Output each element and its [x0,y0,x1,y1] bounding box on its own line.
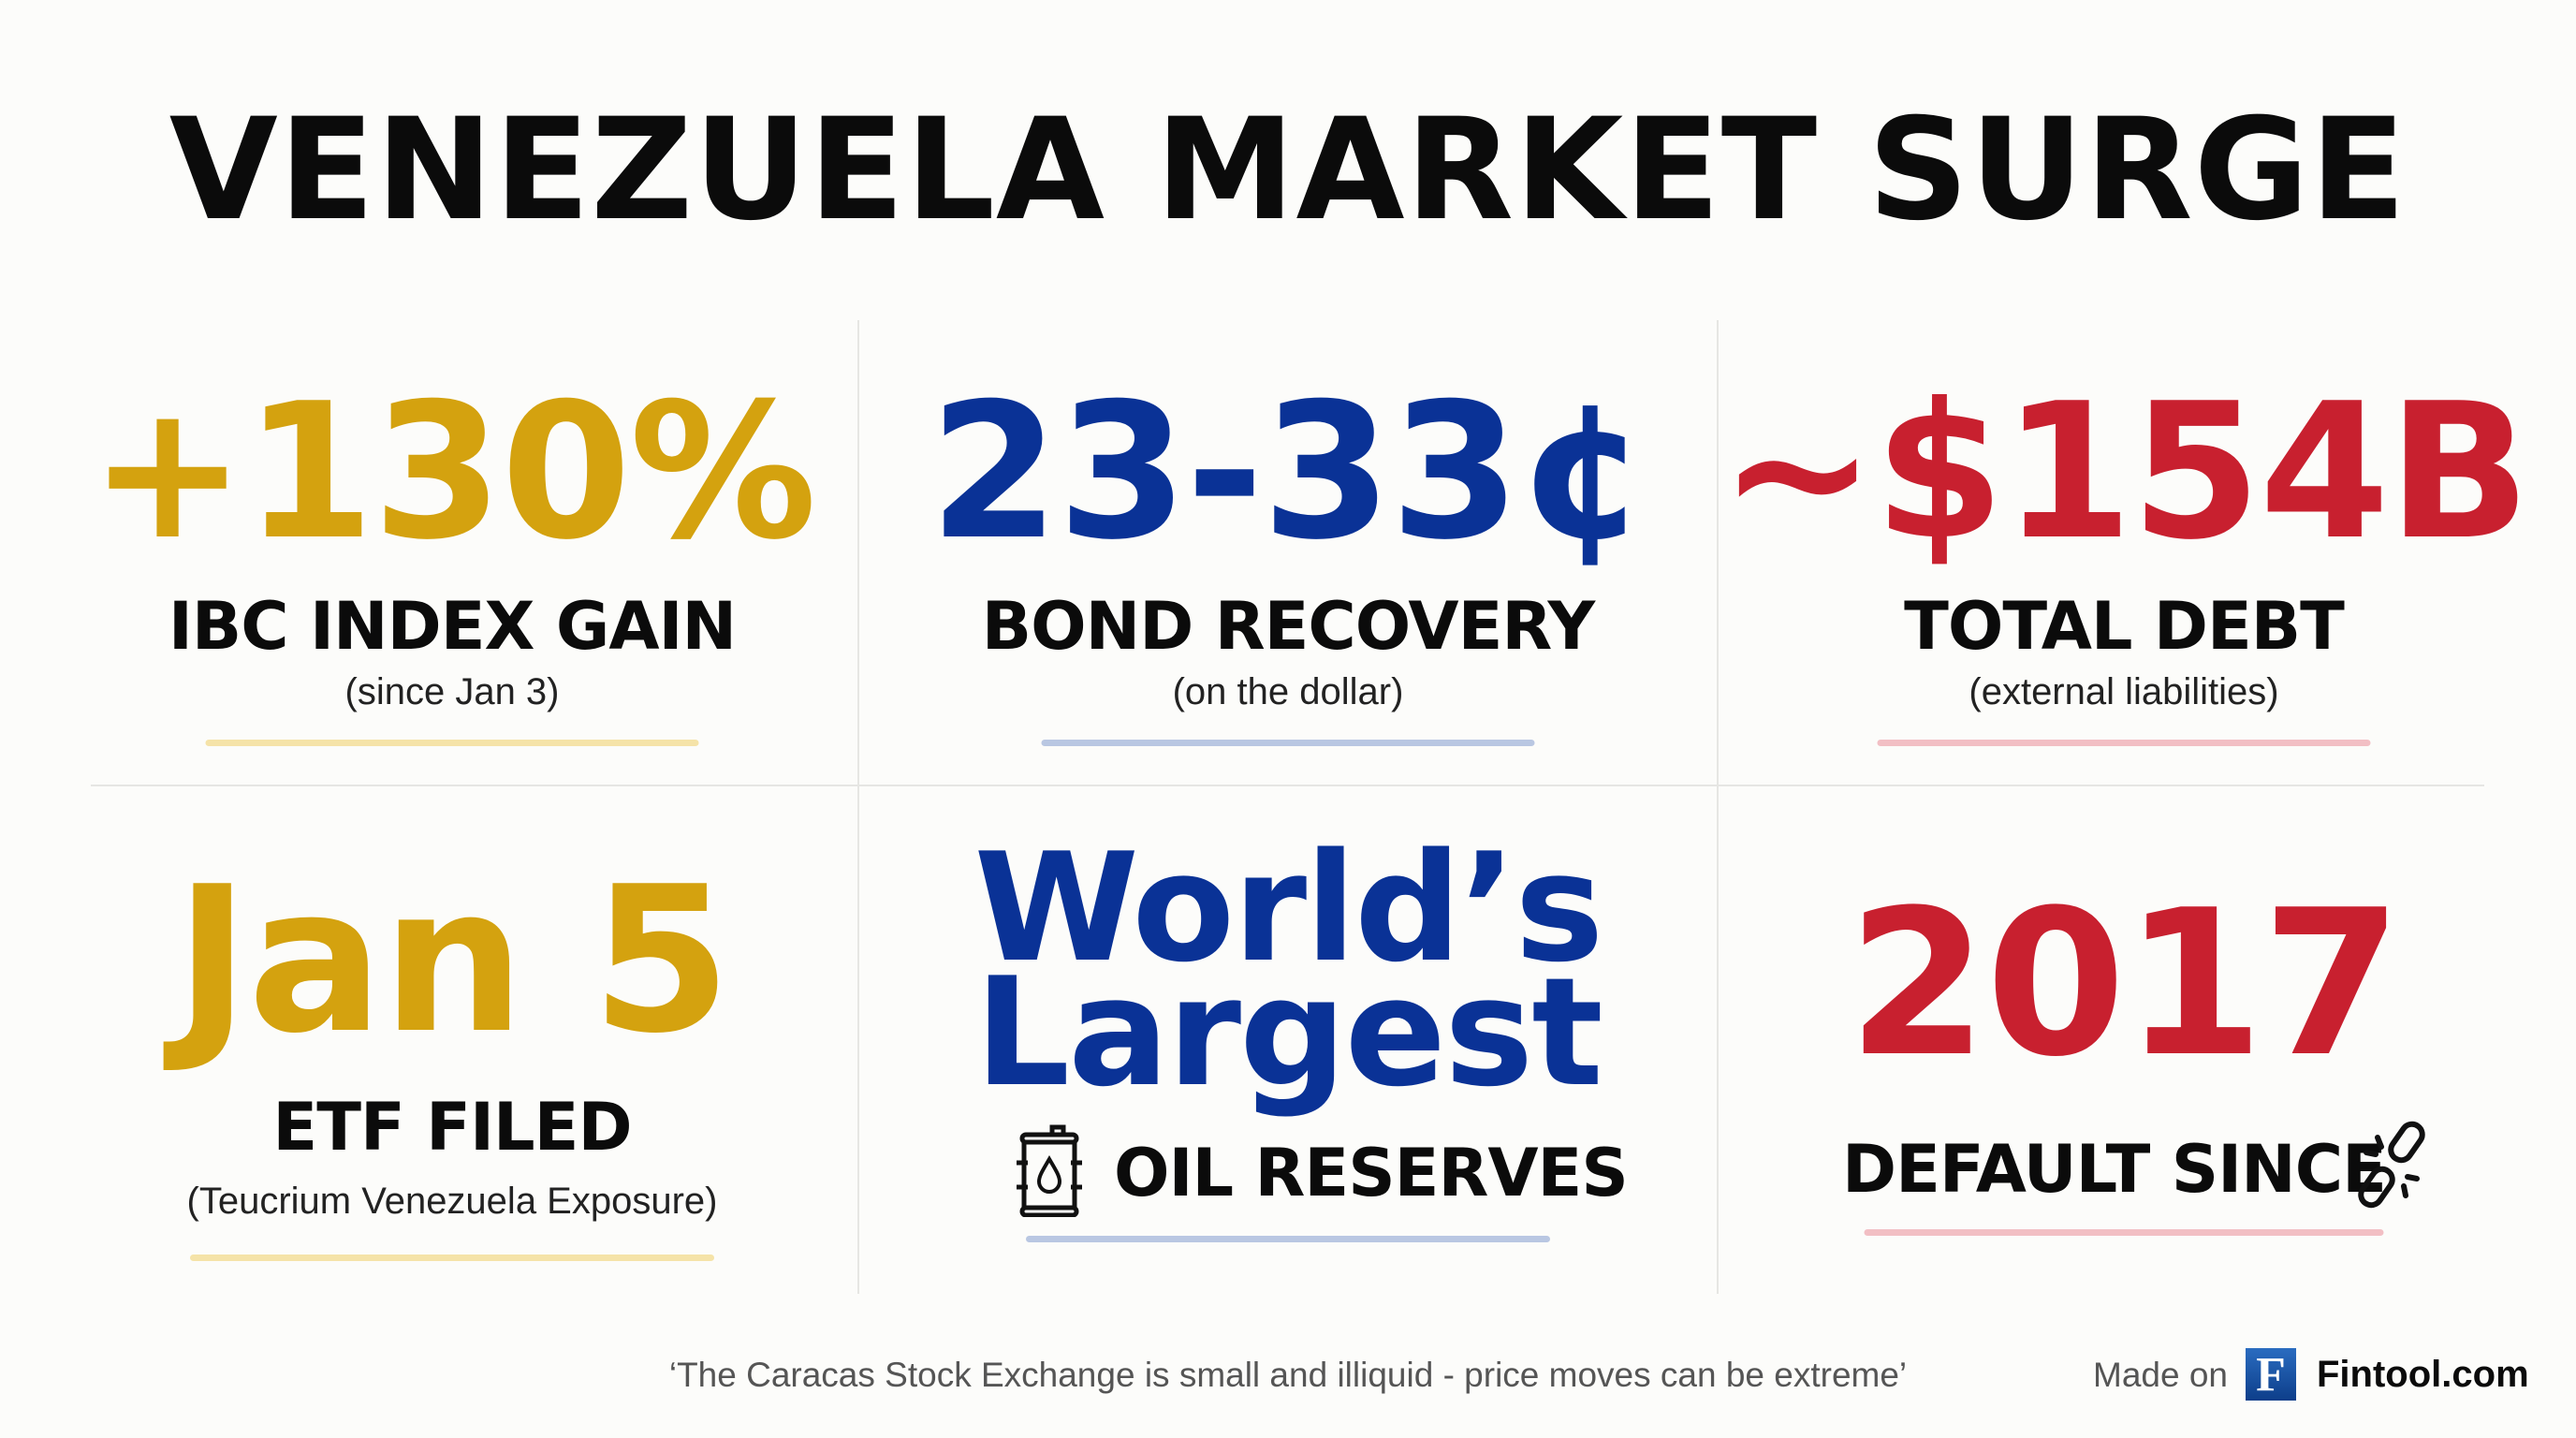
underline [190,1255,714,1261]
brand-link[interactable]: Fintool.com [2317,1354,2529,1395]
footer-quote: ‘The Caracas Stock Exchange is small and… [668,1356,1908,1394]
stat-value-line1: World’s [973,820,1604,995]
underline [1877,740,2371,746]
stat-label: TOTAL DEBT [1904,588,2345,665]
stat-value: ~$154B [1719,363,2531,581]
underline [1026,1236,1550,1242]
stat-label: IBC INDEX GAIN [168,588,737,665]
stat-sub: (since Jan 3) [344,671,560,712]
stat-sub: (external liabilities) [1969,671,2279,712]
stat-label: OIL RESERVES [1114,1135,1629,1211]
fintool-logo: F [2246,1348,2296,1401]
stat-value: 2017 [1847,866,2402,1101]
stat-label: ETF FILED [272,1089,632,1166]
stat-sub: (on the dollar) [1172,671,1404,712]
stat-value: 23-33¢ [929,363,1649,581]
divider [1717,320,1719,1294]
divider [91,785,2484,786]
stat-value: Jan 5 [174,843,732,1078]
page-title: VENEZUELA MARKET SURGE [168,89,2408,252]
made-on-label: Made on [2093,1356,2228,1394]
stat-value: +130% [89,363,816,581]
underline [1864,1229,2384,1236]
stat-label: DEFAULT SINCE [1842,1131,2387,1208]
broken-chain-icon [2349,1119,2438,1212]
stat-sub: (Teucrium Venezuela Exposure) [186,1181,718,1222]
underline [1041,740,1535,746]
oil-barrel-icon [1015,1123,1090,1218]
stat-value-line2: Largest [974,945,1603,1120]
divider [857,320,859,1294]
stat-label: BOND RECOVERY [981,588,1595,665]
underline [205,740,699,746]
